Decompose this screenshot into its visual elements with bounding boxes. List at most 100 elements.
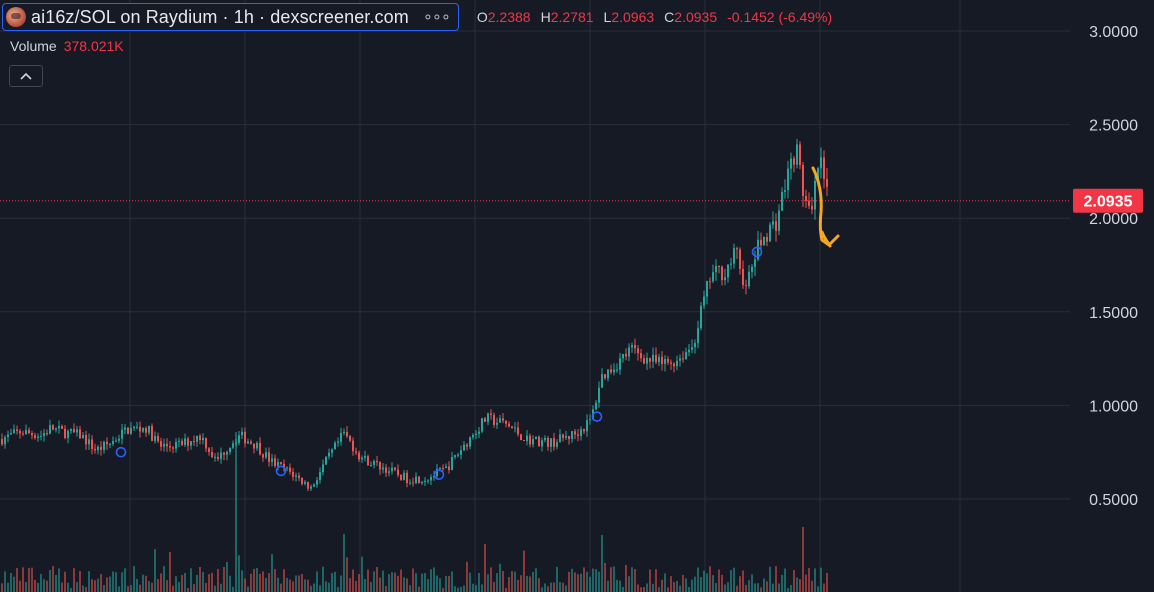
volume-bar — [259, 573, 261, 592]
candle-body — [724, 277, 726, 281]
candle-body — [766, 237, 768, 242]
candle-body — [319, 472, 321, 481]
candle-body — [274, 458, 276, 466]
volume-bar — [616, 579, 618, 592]
volume-bar — [124, 568, 126, 592]
volume-bar — [73, 568, 75, 592]
candle — [802, 161, 804, 207]
volume-bar — [595, 569, 597, 592]
candle-body — [457, 454, 459, 456]
candle — [238, 430, 240, 446]
collapse-legend-button[interactable] — [9, 65, 43, 87]
volume-bar — [406, 578, 408, 592]
candle-body — [772, 221, 774, 225]
candle — [223, 451, 225, 461]
candle — [457, 452, 459, 458]
candle-body — [814, 180, 816, 210]
candle-body — [721, 266, 723, 281]
candle-body — [178, 440, 180, 442]
volume-bar — [439, 578, 441, 592]
candle-body — [385, 467, 387, 473]
candle — [700, 301, 702, 331]
candle-body — [514, 427, 516, 429]
volume-bar — [613, 566, 615, 592]
candle-body — [736, 248, 738, 250]
volume-bar — [664, 573, 666, 592]
candle — [688, 343, 690, 357]
volume-bar — [775, 566, 777, 592]
volume-bar — [160, 573, 162, 592]
candle — [142, 427, 144, 433]
volume-bar — [391, 572, 393, 592]
candle-body — [763, 237, 765, 246]
candle-body — [28, 429, 30, 434]
candle — [118, 434, 120, 444]
volume-bar — [802, 527, 804, 592]
volume-bar — [256, 568, 258, 592]
volume-bar — [502, 571, 504, 592]
candle — [538, 435, 540, 447]
volume-bar — [394, 572, 396, 592]
candle — [346, 426, 348, 438]
candle — [208, 447, 210, 456]
candle — [247, 438, 249, 445]
volume-bar — [19, 580, 21, 592]
candle-body — [94, 449, 96, 451]
candle — [19, 428, 21, 439]
candle — [64, 425, 66, 440]
candle — [619, 352, 621, 375]
candle — [343, 428, 345, 436]
candle-body — [718, 265, 720, 267]
candle-body — [121, 429, 123, 439]
volume-bar — [517, 579, 519, 592]
chart-legend: ai16z/SOL on Raydium · 1h · dexscreener.… — [2, 3, 832, 31]
volume-bar — [55, 574, 57, 592]
price-axis[interactable]: 3.0000 2.5000 2.0000 1.5000 1.0000 0.5000 — [1089, 24, 1138, 509]
candle-body — [649, 358, 651, 362]
candle-body — [523, 440, 525, 442]
candle — [319, 467, 321, 484]
symbol-title: ai16z/SOL on Raydium · 1h · dexscreener.… — [31, 6, 409, 27]
candle — [40, 430, 42, 441]
candle-body — [127, 427, 129, 434]
candle — [298, 472, 300, 482]
candle — [304, 479, 306, 486]
volume-bar — [736, 585, 738, 592]
candle-body — [472, 435, 474, 438]
candle-body — [169, 446, 171, 448]
candle-body — [682, 358, 684, 360]
candle-body — [748, 271, 750, 287]
more-dots-icon[interactable]: ∘∘∘ — [422, 9, 451, 26]
candle — [781, 187, 783, 211]
candle — [763, 236, 765, 246]
volume-bar — [106, 577, 108, 592]
candle-body — [37, 436, 39, 438]
symbol-title-box[interactable]: ai16z/SOL on Raydium · 1h · dexscreener.… — [2, 3, 459, 31]
candle — [748, 265, 750, 289]
candle — [532, 435, 534, 448]
candle — [679, 354, 681, 367]
candle-body — [349, 436, 351, 441]
volume-bar — [496, 573, 498, 592]
candle-body — [691, 347, 693, 350]
volume-bar — [10, 572, 12, 592]
volume-bar — [247, 586, 249, 592]
volume-bar — [52, 566, 54, 592]
candle-body — [289, 467, 291, 472]
candle-body — [394, 467, 396, 470]
chart-grid — [0, 0, 1070, 592]
candle-body — [550, 438, 552, 447]
candle-body — [82, 434, 84, 439]
candle-body — [499, 418, 501, 423]
candle — [268, 447, 270, 467]
candle — [799, 141, 801, 170]
candle — [139, 421, 141, 438]
volume-bar — [658, 587, 660, 592]
volume-bar — [601, 535, 603, 592]
candle — [691, 339, 693, 354]
candle — [193, 435, 195, 447]
candle — [601, 368, 603, 388]
candle-body — [787, 168, 789, 191]
candle-body — [364, 456, 366, 458]
